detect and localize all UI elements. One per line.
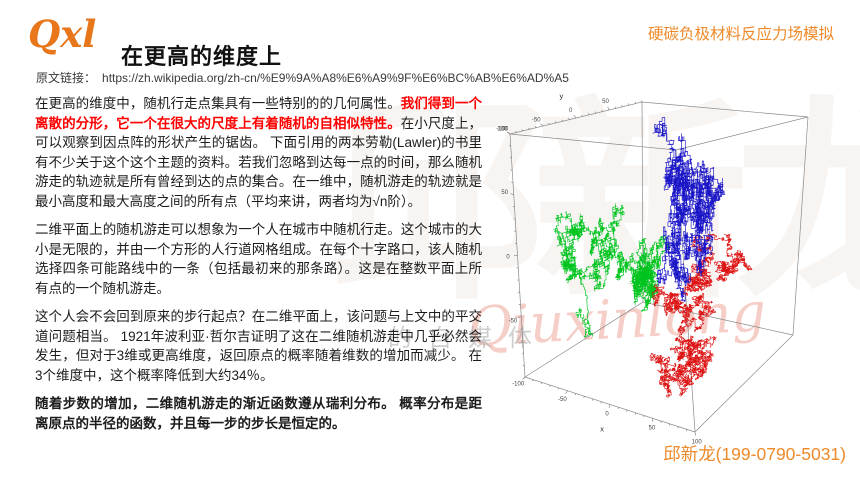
contact-info: 邱新龙(199-0790-5031) (663, 444, 846, 464)
page-title: 在更高的维度上 (121, 43, 283, 69)
svg-text:y: y (559, 92, 563, 101)
svg-text:50: 50 (602, 99, 609, 105)
emphasis-text: 我们得到一个离散的分形，它一个在很大的尺度上有着随机的自相似特性。 (35, 96, 482, 131)
paragraph-1: 在更高的维度中，随机行走点集具有一些特别的的几何属性。我们得到一个离散的分形，它… (35, 96, 482, 209)
paragraph-4: 随着步数的增加，二维随机游走的渐近函数遵从瑞利分布。 概率分布是距离原点的半径的… (35, 396, 482, 431)
brand-logo: Qxl (28, 12, 97, 56)
svg-text:-50: -50 (508, 319, 517, 325)
svg-text:0: 0 (605, 412, 609, 418)
svg-text:0: 0 (506, 254, 510, 260)
random-walk-3d-plot: -50 0 50 100 x -100 -50 0 50 y -100 -50 0 50 100 (480, 72, 860, 470)
svg-text:100: 100 (497, 126, 508, 132)
svg-text:50: 50 (501, 190, 508, 196)
svg-text:-100: -100 (512, 382, 525, 388)
header-topic-label: 硬碳负极材料反应力场模拟 (647, 26, 834, 43)
source-url: https://zh.wikipedia.org/zh-cn/%E9%9A%A8… (102, 71, 569, 85)
svg-text:-100: -100 (496, 126, 509, 132)
random-walk-3d-svg: -50 0 50 100 x -100 -50 0 50 y -100 -50 0 50 100 (496, 92, 809, 445)
paragraph-3: 这个人会不会回到原来的步行起点？在二维平面上，该问题与上文中的平交道问题相当。 … (35, 309, 482, 383)
svg-text:x: x (600, 424, 604, 433)
svg-text:-50: -50 (558, 397, 567, 403)
source-line: 原文链接： https://zh.wikipedia.org/zh-cn/%E9%… (36, 69, 569, 86)
paragraph-2: 二维平面上的随机游走可以想象为一个人在城市中随机行走。这个城市的大小是无限的，并… (35, 222, 482, 296)
svg-text:50: 50 (649, 426, 656, 432)
svg-text:100: 100 (692, 439, 703, 445)
svg-text:0: 0 (569, 108, 573, 114)
source-label: 原文链接： (36, 71, 97, 85)
svg-text:-50: -50 (532, 117, 541, 123)
article: 在更高的维度中，随机行走点集具有一些特别的的几何属性。我们得到一个离散的分形，它… (35, 94, 482, 442)
